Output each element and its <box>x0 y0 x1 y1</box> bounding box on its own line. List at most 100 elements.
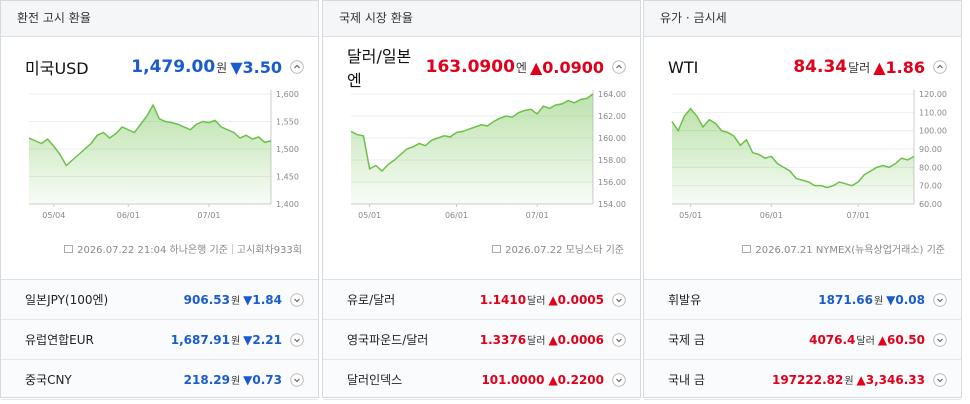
row-name: 영국파운드/달러 <box>347 333 429 347</box>
quote-row: 영국파운드/달러 1.3376 달러 ▲0.0006 <box>323 320 640 360</box>
toggle-button[interactable] <box>290 60 304 74</box>
area <box>29 105 271 204</box>
y-tick-label: 1,600 <box>276 90 299 99</box>
button-circle <box>933 332 947 347</box>
quote-value: 84.34 <box>793 57 848 77</box>
row-unit: 원 <box>844 376 854 387</box>
row-value: 1.3376 <box>479 332 527 347</box>
quote-value: 163.0900 <box>425 57 515 77</box>
chevron <box>294 298 300 302</box>
quote-name: WTI <box>668 57 699 77</box>
chevron <box>937 338 943 342</box>
toggle-button[interactable] <box>933 60 947 74</box>
row-change: ▲0.0006 <box>548 332 604 347</box>
row-value: 101.0000 <box>481 372 545 387</box>
quote-row: 일본JPY(100엔) 906.53 원 ▼1.84 <box>1 280 318 320</box>
panel-header: 국제 시장 환율 <box>323 1 640 37</box>
quote-name: 달러/일본 엔 <box>347 47 412 90</box>
line <box>671 107 915 189</box>
source-icon <box>742 244 752 253</box>
row-change: ▲3,346.33 <box>856 372 925 387</box>
panel: 환전 고시 환율 미국USD 1,479.00 원 ▼3.50 1,400 1,450 1,5… <box>0 0 319 400</box>
chevron <box>937 378 943 382</box>
row-unit: 원 <box>230 336 241 347</box>
x-tick-label: 06/01 <box>445 211 468 220</box>
row-change: ▼0.73 <box>243 372 282 387</box>
toggle-button[interactable] <box>612 332 626 347</box>
quote-row: 달러인덱스 101.0000 ▲0.2200 <box>323 360 640 400</box>
row-value: 1.1410 <box>479 292 527 307</box>
chevron <box>294 338 300 342</box>
main-quote: 미국USD 1,479.00 원 ▼3.50 <box>1 53 318 81</box>
toggle-button[interactable] <box>933 372 947 387</box>
main-quote: WTI 84.34 달러 ▲1.86 <box>644 53 961 81</box>
button-circle <box>612 332 626 347</box>
line <box>28 103 272 167</box>
toggle-button[interactable] <box>612 60 626 74</box>
button-circle <box>933 60 947 74</box>
quote-change: ▲0.0900 <box>529 57 604 77</box>
toggle-button[interactable] <box>612 372 626 387</box>
chevron <box>937 64 943 69</box>
row-change: ▼2.21 <box>243 332 282 347</box>
quote-row: 국제 금 4076.4 달러 ▲60.50 <box>644 320 961 360</box>
source: 2026.07.22 모닝스타 기준 <box>492 241 624 256</box>
panel-header: 유가 · 금시세 <box>644 1 961 37</box>
row-value: 906.53 <box>183 292 230 307</box>
button-circle <box>290 372 304 387</box>
toggle-button[interactable] <box>290 292 304 307</box>
x-tick-label: 07/01 <box>526 211 549 220</box>
quote-name: 미국USD <box>25 59 89 78</box>
quote-row: 휘발유 1871.66 원 ▼0.08 <box>644 280 961 320</box>
row-unit: 원 <box>230 296 241 307</box>
x-tick-label: 07/01 <box>847 211 870 220</box>
x-tick-label: 05/01 <box>358 211 381 220</box>
y-tick-label: 90.00 <box>919 145 942 154</box>
toggle-button[interactable] <box>612 292 626 307</box>
toggle-button[interactable] <box>290 332 304 347</box>
button-circle <box>290 292 304 307</box>
row-unit: 달러 <box>856 336 875 347</box>
row-change: ▲0.0005 <box>548 292 604 307</box>
row-name: 중국CNY <box>25 373 72 387</box>
quote-change: ▼3.50 <box>230 57 282 77</box>
row-unit: 달러 <box>527 336 546 347</box>
quote-list: 휘발유 1871.66 원 ▼0.08 국제 금 4076.4 달러 ▲60.50 국내 금 19… <box>644 279 961 400</box>
toggle-button[interactable] <box>933 332 947 347</box>
main-quote: 달러/일본 엔 163.0900 엔 ▲0.0900 <box>323 47 640 90</box>
row-name: 유럽연합EUR <box>25 333 94 347</box>
source: 2026.07.22 21:04 하나은행 기준 고시회차933회 <box>64 241 302 256</box>
chevron <box>616 298 622 302</box>
quote-row: 중국CNY 218.29 원 ▼0.73 <box>1 360 318 400</box>
chevron <box>294 378 300 382</box>
quote-change: ▲1.86 <box>873 57 925 77</box>
row-value: 218.29 <box>183 372 230 387</box>
y-tick-label: 162.00 <box>598 112 626 121</box>
y-tick-label: 1,500 <box>276 145 299 154</box>
row-change: ▼0.08 <box>886 292 925 307</box>
y-tick-label: 110.00 <box>919 108 947 117</box>
source-icon <box>492 244 502 253</box>
y-tick-label: 1,400 <box>276 200 299 209</box>
panel: 국제 시장 환율 달러/일본 엔 163.0900 엔 ▲0.0900 154.00 156… <box>322 0 641 400</box>
y-tick-label: 158.00 <box>598 156 626 165</box>
source-text: 2026.07.22 21:04 하나은행 기준 <box>77 245 228 256</box>
row-name: 유로/달러 <box>347 293 396 307</box>
panel-header: 환전 고시 환율 <box>1 1 318 37</box>
y-tick-label: 154.00 <box>598 200 626 209</box>
line-chart: 154.00 156.00 158.00 160.00 162.00 164.00 05/0… <box>350 90 626 220</box>
row-value: 4076.4 <box>809 332 856 347</box>
button-circle <box>612 292 626 307</box>
y-tick-label: 70.00 <box>919 182 942 191</box>
y-tick-label: 160.00 <box>598 134 626 143</box>
toggle-button[interactable] <box>290 372 304 387</box>
line-chart: 60.00 70.00 80.00 90.00 100.00 110.00 120.00 05… <box>671 90 947 220</box>
quote-row: 국내 금 197222.82 원 ▲3,346.33 <box>644 360 961 400</box>
source-text: 2026.07.21 NYMEX(뉴욕상업거래소) 기준 <box>755 245 945 256</box>
toggle-button[interactable] <box>933 292 947 307</box>
chevron <box>616 338 622 342</box>
source-text: 고시회차933회 <box>236 245 302 256</box>
source-text: 2026.07.22 모닝스타 기준 <box>505 245 624 256</box>
row-name: 달러인덱스 <box>347 373 403 387</box>
chevron <box>616 378 622 382</box>
